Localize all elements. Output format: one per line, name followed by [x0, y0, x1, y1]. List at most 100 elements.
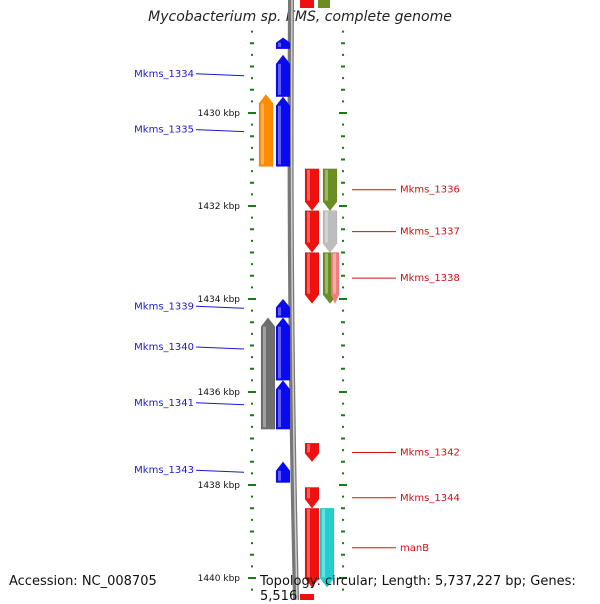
tick-left	[250, 507, 254, 510]
tick-right	[342, 77, 344, 80]
gene-arrow-highlight	[307, 253, 310, 294]
gene-arrow-highlight	[278, 42, 281, 47]
tick-right	[341, 414, 345, 417]
gene-arrow-highlight	[333, 253, 336, 294]
tick-left	[250, 158, 254, 161]
gene-arrow	[275, 54, 291, 97]
tick-left	[250, 367, 254, 370]
gene-labels: Mkms_1334 Mkms_1335 Mkms_1336 Mkms_1337 Mkms…	[134, 69, 460, 554]
gene-arrow	[275, 37, 291, 50]
tick-right	[342, 379, 344, 382]
tick-left	[250, 414, 254, 417]
tick-left	[248, 112, 256, 114]
tick-right	[342, 216, 344, 219]
gene-arrow-highlight	[278, 105, 281, 165]
gene-arrow-highlight	[322, 509, 325, 578]
tick-left	[251, 565, 253, 568]
tick-right	[341, 135, 345, 138]
gene-arrow	[275, 298, 291, 318]
gene-label: Mkms_1339	[134, 301, 194, 312]
gene-label: Mkms_1342	[400, 447, 460, 458]
tick-right	[341, 344, 345, 347]
tick-left	[251, 588, 253, 591]
tick-left	[248, 391, 256, 393]
gene-arrow-highlight	[307, 211, 310, 243]
tick-right	[342, 356, 344, 359]
gene-arrow	[322, 168, 338, 212]
gene-arrow-highlight	[263, 326, 266, 428]
tick-right	[341, 42, 345, 45]
gene-arrow	[275, 317, 291, 381]
gene-label: Mkms_1340	[134, 342, 194, 353]
tick-left	[248, 205, 256, 207]
tick-right	[339, 577, 347, 579]
tick-right	[341, 88, 345, 91]
tick-left	[251, 170, 253, 173]
tick-right	[342, 332, 344, 335]
gene-arrow-highlight	[278, 307, 281, 316]
gene-label: Mkms_1343	[134, 465, 194, 476]
tick-right	[341, 553, 345, 556]
tick-left	[250, 181, 254, 184]
tick-left	[250, 42, 254, 45]
gene-label-leader	[195, 402, 245, 406]
tick-left	[251, 216, 253, 219]
tick-right	[341, 274, 345, 277]
tick-left	[251, 472, 253, 475]
gene-arrow-highlight	[278, 326, 281, 379]
gene-arrow	[304, 487, 320, 509]
tick-right	[341, 158, 345, 161]
gene-arrow	[258, 93, 274, 167]
tick-right	[341, 251, 345, 254]
tick-left	[251, 332, 253, 335]
gene-arrow	[330, 252, 340, 305]
tick-right	[339, 391, 347, 393]
tick-right	[342, 518, 344, 521]
gene-arrow-highlight	[307, 444, 310, 453]
tick-left	[250, 135, 254, 138]
tick-right	[341, 437, 345, 440]
tick-left	[251, 123, 253, 126]
tick-right	[342, 53, 344, 56]
tick-right	[341, 507, 345, 510]
tick-right	[341, 321, 345, 324]
gene-label: Mkms_1337	[400, 227, 460, 238]
tick-left	[250, 553, 254, 556]
tick-left	[251, 542, 253, 545]
tick-left	[250, 437, 254, 440]
gene-arrow-highlight	[307, 488, 310, 499]
gene-arrow-highlight	[278, 63, 281, 95]
tick-right	[342, 30, 344, 33]
tick-right	[342, 565, 344, 568]
gene-label-leader	[195, 346, 245, 350]
gene-arrow	[304, 508, 320, 588]
gene-track	[258, 37, 340, 588]
tick-marks: 1430 kbp 1432 kbp 1434 kbp 1436 kbp 1438 kbp…	[198, 30, 347, 591]
tick-right	[341, 65, 345, 68]
tick-left	[251, 425, 253, 428]
tick-right	[341, 460, 345, 463]
tick-left	[250, 460, 254, 463]
gene-label: Mkms_1344	[400, 493, 460, 504]
gene-arrow	[319, 508, 335, 588]
tick-right	[342, 472, 344, 475]
gene-arrow	[275, 379, 291, 430]
tick-left	[248, 484, 256, 486]
tick-left	[250, 344, 254, 347]
tick-right	[341, 367, 345, 370]
gene-arrow	[275, 96, 291, 167]
gene-arrow	[304, 210, 320, 253]
gene-label-leader	[195, 129, 245, 133]
tick-left	[251, 449, 253, 452]
gene-label-leader	[195, 305, 245, 309]
tick-right	[342, 425, 344, 428]
tick-right	[342, 542, 344, 545]
tick-right	[339, 205, 347, 207]
gene-label-leader	[195, 73, 245, 77]
tick-left	[251, 53, 253, 56]
tick-right	[342, 449, 344, 452]
tick-right	[342, 123, 344, 126]
gene-arrow-highlight	[278, 470, 281, 481]
tick-label: 1430 kbp	[198, 109, 241, 119]
